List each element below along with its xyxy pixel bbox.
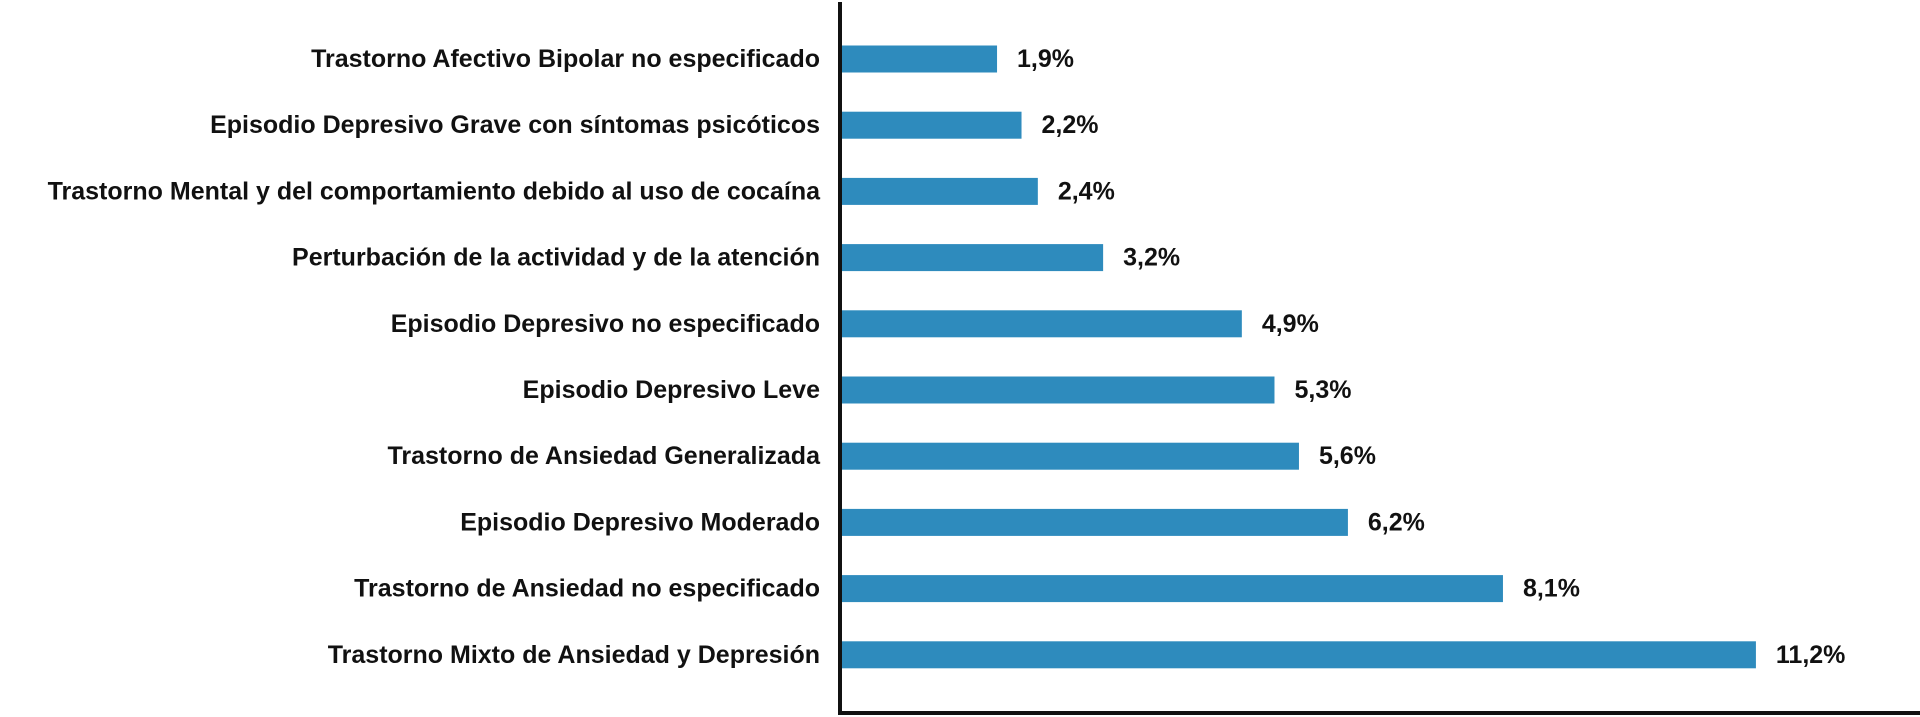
category-labels: Trastorno Afectivo Bipolar no especifica… bbox=[48, 45, 821, 669]
value-label: 1,9% bbox=[1017, 45, 1074, 73]
value-label: 11,2% bbox=[1776, 641, 1846, 669]
value-label: 6,2% bbox=[1368, 508, 1425, 536]
category-label: Perturbación de la actividad y de la ate… bbox=[292, 244, 820, 272]
value-label: 5,6% bbox=[1319, 442, 1376, 470]
category-label: Trastorno Mental y del comportamiento de… bbox=[48, 177, 821, 205]
value-label: 3,2% bbox=[1123, 244, 1180, 272]
category-label: Episodio Depresivo no especificado bbox=[391, 310, 820, 338]
bar bbox=[842, 45, 998, 73]
bar bbox=[842, 641, 1756, 669]
bar bbox=[842, 508, 1348, 536]
bar bbox=[842, 310, 1242, 338]
category-label: Episodio Depresivo Moderado bbox=[460, 508, 820, 536]
bar bbox=[842, 244, 1104, 272]
value-label: 2,4% bbox=[1058, 177, 1115, 205]
category-label: Trastorno de Ansiedad no especificado bbox=[354, 575, 820, 603]
category-label: Episodio Depresivo Grave con síntomas ps… bbox=[210, 111, 820, 139]
bar bbox=[842, 442, 1299, 470]
value-label: 5,3% bbox=[1294, 376, 1351, 404]
value-label: 4,9% bbox=[1262, 310, 1319, 338]
value-label: 2,2% bbox=[1042, 111, 1099, 139]
bar bbox=[842, 177, 1038, 205]
bar bbox=[842, 111, 1022, 139]
category-label: Trastorno Afectivo Bipolar no especifica… bbox=[311, 45, 820, 73]
bars-group bbox=[842, 45, 1756, 669]
category-label: Episodio Depresivo Leve bbox=[523, 376, 820, 404]
value-label: 8,1% bbox=[1523, 575, 1580, 603]
bar bbox=[842, 376, 1275, 404]
category-label: Trastorno Mixto de Ansiedad y Depresión bbox=[328, 641, 820, 669]
value-labels: 1,9% 2,2% 2,4% 3,2% 4,9% 5,3% 5,6% 6,2% 8,1% 11,2… bbox=[1017, 45, 1845, 669]
category-label: Trastorno de Ansiedad Generalizada bbox=[387, 442, 821, 470]
bar bbox=[842, 575, 1503, 603]
